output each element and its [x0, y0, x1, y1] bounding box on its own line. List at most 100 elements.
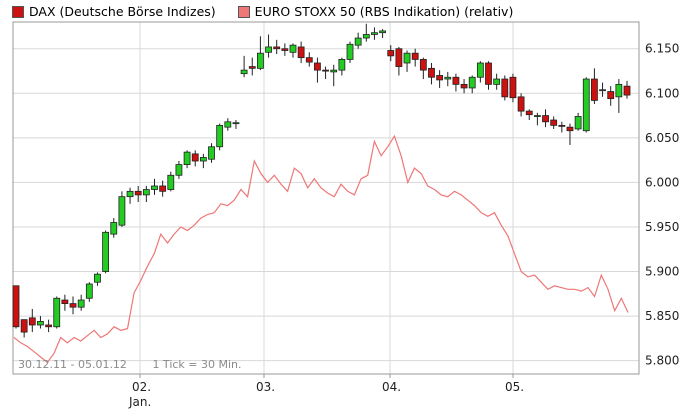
- candle: [330, 64, 338, 87]
- candle: [248, 57, 256, 76]
- candle: [175, 161, 183, 179]
- y-tick-label: 5.950: [645, 220, 679, 234]
- candle: [501, 75, 509, 101]
- candle: [167, 171, 175, 192]
- y-tick-label: 5.850: [645, 309, 679, 323]
- candle: [623, 80, 631, 99]
- date-range-label: 30.12.11 - 05.01.12: [18, 358, 127, 371]
- candle: [77, 294, 85, 311]
- candle: [240, 55, 248, 78]
- candle: [118, 191, 126, 227]
- candle: [452, 73, 460, 92]
- candle: [428, 62, 435, 85]
- candle: [517, 93, 525, 117]
- candle: [354, 32, 362, 49]
- candle: [85, 282, 93, 302]
- candle: [411, 48, 419, 67]
- candle: [444, 71, 452, 87]
- candle: [232, 120, 240, 129]
- legend-label-eurostoxx: EURO STOXX 50 (RBS Indikation) (relativ): [254, 4, 514, 19]
- candle: [558, 121, 566, 133]
- legend-item-eurostoxx[interactable]: EURO STOXX 50 (RBS Indikation) (relativ): [237, 4, 514, 19]
- candle: [403, 50, 411, 72]
- candle: [110, 218, 118, 238]
- candle: [379, 29, 387, 39]
- candle: [346, 41, 354, 63]
- candle: [509, 73, 517, 103]
- y-tick-label: 5.900: [645, 265, 679, 279]
- candle: [256, 36, 264, 71]
- y-tick-label: 6.000: [645, 175, 679, 189]
- candle: [468, 75, 476, 94]
- candle: [387, 45, 395, 62]
- candle: [45, 319, 52, 333]
- candle: [591, 68, 598, 104]
- candle: [134, 185, 142, 203]
- candle: [362, 23, 370, 42]
- candle: [476, 61, 484, 83]
- legend-label-dax: DAX (Deutsche Börse Indizes): [29, 4, 216, 19]
- candle: [159, 180, 167, 197]
- candle: [566, 123, 574, 145]
- plot-frame: [12, 21, 640, 375]
- candle: [314, 57, 321, 83]
- candle: [607, 86, 615, 106]
- candle: [199, 153, 207, 169]
- x-axis: 02. 03. 04. 05. Jan.: [128, 374, 524, 409]
- candle: [460, 79, 468, 94]
- eurostoxx-line: [13, 134, 629, 364]
- candle: [582, 77, 590, 133]
- chart-info: 30.12.11 - 05.01.12 1 Tick = 30 Min.: [18, 358, 264, 371]
- candle: [102, 230, 110, 274]
- candle: [533, 112, 541, 126]
- candle: [69, 296, 77, 315]
- legend-item-dax[interactable]: DAX (Deutsche Börse Indizes): [12, 4, 216, 19]
- eurostoxx-line-layer: [13, 134, 629, 364]
- candle: [574, 112, 582, 131]
- candle: [151, 178, 158, 195]
- candle: [191, 150, 199, 167]
- candle: [297, 41, 305, 63]
- candle: [12, 285, 20, 329]
- candle: [126, 187, 134, 204]
- tick-interval-label: 1 Tick = 30 Min.: [152, 358, 242, 371]
- candle: [20, 319, 28, 338]
- x-tick-label: 02.: [132, 380, 151, 394]
- candle: [265, 34, 272, 58]
- x-tick-label: 03.: [256, 380, 275, 394]
- y-tick-label: 5.800: [645, 354, 679, 368]
- y-axis: 5.800 5.850 5.900 5.950 6.000 6.050 6.100 6.150: [645, 42, 679, 368]
- candle: [281, 43, 289, 56]
- candle: [395, 46, 403, 76]
- candle: [599, 82, 606, 97]
- dax-candles-layer: [12, 23, 631, 338]
- candle: [419, 57, 427, 80]
- candle: [53, 296, 61, 329]
- candle: [542, 109, 549, 128]
- candle: [37, 316, 44, 329]
- candle: [436, 70, 444, 88]
- candle: [142, 185, 150, 203]
- candle: [493, 73, 501, 90]
- candle: [61, 294, 69, 311]
- candle: [208, 143, 215, 163]
- candle: [615, 79, 623, 113]
- x-tick-label: 05.: [505, 380, 524, 394]
- candle: [28, 308, 36, 333]
- candle: [485, 61, 492, 90]
- y-tick-label: 6.150: [645, 42, 679, 56]
- candle: [550, 116, 558, 129]
- candle: [183, 150, 191, 169]
- candle: [273, 39, 281, 55]
- x-tick-label: 04.: [382, 380, 401, 394]
- y-tick-label: 6.050: [645, 131, 679, 145]
- candle: [305, 52, 313, 67]
- legend-swatch-eurostoxx: [237, 5, 250, 18]
- legend-swatch-dax: [12, 5, 24, 18]
- candle: [216, 123, 224, 151]
- x-month-label: Jan.: [128, 395, 151, 409]
- candle: [371, 27, 378, 40]
- candle: [289, 43, 297, 58]
- candle: [94, 272, 101, 286]
